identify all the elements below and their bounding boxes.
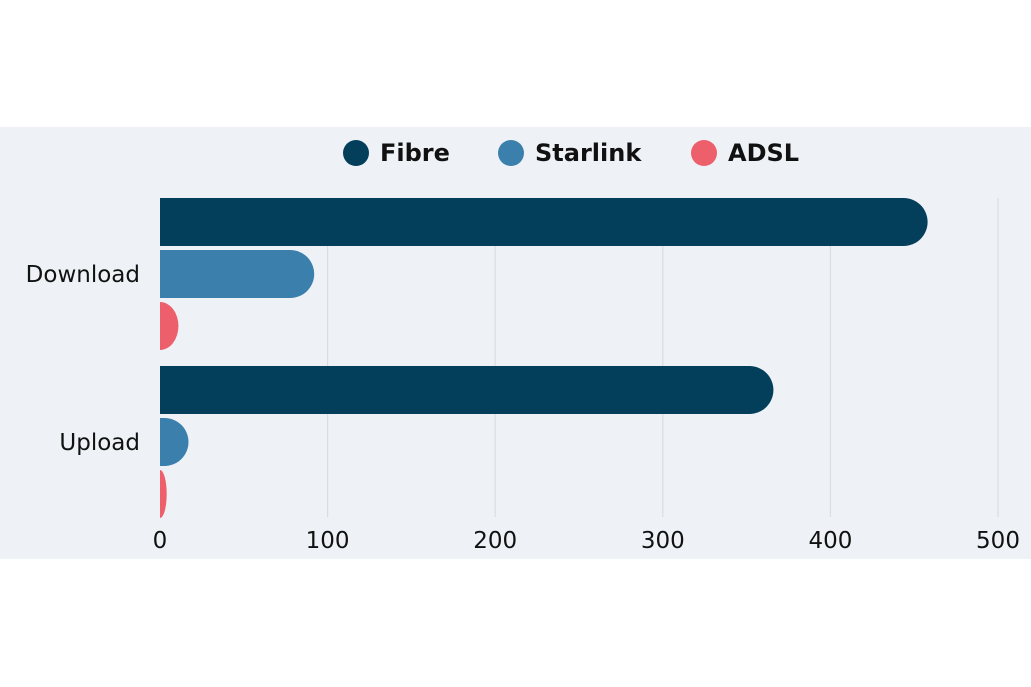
bar-upload-adsl: [160, 470, 167, 518]
grid-lines: [327, 198, 999, 517]
legend-marker-fibre: [343, 140, 369, 166]
bar-download-fibre: [160, 198, 928, 246]
x-tick-label-0: 0: [153, 528, 168, 554]
chart-panel: Download Upload 0 100 200 300 400 500 Fibre Sta…: [0, 127, 1031, 559]
legend-marker-starlink: [498, 140, 524, 166]
x-tick-labels: 0 100 200 300 400 500: [153, 528, 1020, 554]
legend-marker-adsl: [691, 140, 717, 166]
bars: [160, 198, 928, 518]
x-tick-label-300: 300: [641, 528, 685, 554]
x-tick-label-100: 100: [306, 528, 350, 554]
x-tick-label-500: 500: [976, 528, 1020, 554]
legend-label-adsl: ADSL: [728, 139, 799, 167]
bar-chart: Download Upload 0 100 200 300 400 500 Fibre Sta…: [26, 139, 1020, 554]
bar-upload-fibre: [160, 366, 774, 414]
category-label-download: Download: [26, 262, 140, 288]
category-labels: Download Upload: [26, 262, 140, 456]
legend-label-fibre: Fibre: [380, 139, 450, 167]
bar-upload-starlink: [160, 418, 189, 466]
bar-download-starlink: [160, 250, 315, 298]
x-tick-label-400: 400: [808, 528, 852, 554]
bar-download-adsl: [160, 302, 179, 350]
x-tick-label-200: 200: [473, 528, 517, 554]
legend-label-starlink: Starlink: [535, 139, 642, 167]
legend: Fibre Starlink ADSL: [343, 139, 799, 167]
category-label-upload: Upload: [59, 430, 140, 456]
